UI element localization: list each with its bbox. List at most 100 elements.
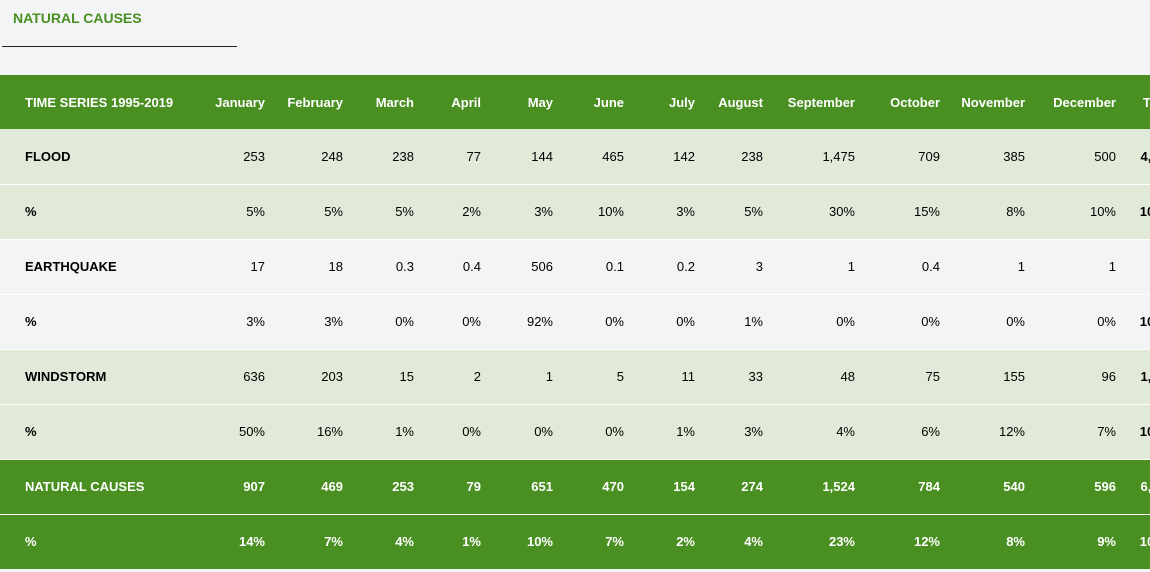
cell-june: 7% [560, 513, 631, 569]
cell-june: 0% [560, 293, 631, 349]
cell-august: 3% [702, 403, 770, 459]
cell-january: 50% [201, 403, 272, 459]
header-december: December [1053, 94, 1116, 110]
header-august: August [718, 94, 763, 110]
row-label: WINDSTORM [0, 348, 201, 404]
cell-march: 253 [350, 458, 421, 514]
cell-march: 1% [350, 403, 421, 459]
table-row: NATURAL CAUSES 907 469 253 79 651 470 154 274 1,5… [0, 458, 1150, 514]
natural-causes-table: TIME SERIES 1995-2019 January February M… [0, 75, 1150, 569]
cell-may: 0% [488, 403, 560, 459]
cell-june: 0% [560, 403, 631, 459]
cell-june: 470 [560, 458, 631, 514]
cell-october: 0% [862, 293, 947, 349]
cell-february: 248 [321, 148, 343, 164]
cell-january: 14% [201, 513, 272, 569]
table-row: %14%7%4%1%10%7%2%4%23%12%8%9%100% [0, 513, 1150, 569]
cell-july: 3% [631, 183, 702, 239]
cell-march: 0% [350, 293, 421, 349]
cell-december: 10% [1032, 183, 1123, 239]
cell-november: 12% [947, 403, 1032, 459]
cell-february: 469 [272, 458, 350, 514]
cell-january: 253 [243, 148, 265, 164]
cell-august: 238 [741, 148, 763, 164]
cell-december: 7% [1032, 403, 1123, 459]
cell-november: 0% [947, 293, 1032, 349]
cell-february: 5% [272, 183, 350, 239]
cell-september: 30% [770, 183, 862, 239]
header-total: Total [1142, 94, 1150, 110]
cell-november: 1 [947, 238, 1032, 294]
cell-total: 100% [1123, 403, 1150, 459]
cell-april: 2 [421, 348, 488, 404]
cell-december: 96 [1032, 348, 1123, 404]
cell-september: 48 [770, 348, 862, 404]
cell-august: 1% [702, 293, 770, 349]
cell-october: 12% [862, 513, 947, 569]
cell-august: 3 [702, 238, 770, 294]
cell-total: 100% [1123, 513, 1150, 569]
cell-january: 3% [201, 293, 272, 349]
cell-april: 77 [466, 148, 481, 164]
cell-july: 11 [631, 348, 702, 404]
cell-august: 5% [702, 183, 770, 239]
cell-total: 6,702 [1123, 458, 1150, 514]
table-row: %5%5%5%2%3%10%3%5%30%15%8%10%100% [0, 183, 1150, 239]
cell-total: 100% [1123, 293, 1150, 349]
cell-september: 0% [770, 293, 862, 349]
cell-june: 0.1 [560, 238, 631, 294]
cell-february: 7% [272, 513, 350, 569]
cell-january: 17 [201, 238, 272, 294]
cell-september: 1,475 [822, 148, 855, 164]
row-label: NATURAL CAUSES [0, 458, 201, 514]
row-label: % [0, 183, 201, 239]
cell-september: 1 [770, 238, 862, 294]
cell-february: 203 [272, 348, 350, 404]
cell-april: 0.4 [421, 238, 488, 294]
row-label: FLOOD [25, 148, 71, 164]
cell-december: 9% [1032, 513, 1123, 569]
cell-october: 709 [918, 148, 940, 164]
cell-december: 0% [1032, 293, 1123, 349]
cell-july: 142 [673, 148, 695, 164]
cell-july: 154 [631, 458, 702, 514]
header-may: May [527, 94, 553, 110]
cell-february: 3% [272, 293, 350, 349]
cell-june: 10% [560, 183, 631, 239]
cell-august: 274 [702, 458, 770, 514]
cell-april: 0% [421, 293, 488, 349]
row-label: % [0, 403, 201, 459]
cell-april: 1% [421, 513, 488, 569]
cell-november: 8% [947, 513, 1032, 569]
cell-december: 596 [1032, 458, 1123, 514]
cell-total: 100% [1123, 183, 1150, 239]
cell-february: 18 [272, 238, 350, 294]
cell-total: 1,279 [1123, 348, 1150, 404]
header-february: February [287, 94, 343, 110]
cell-total: 548 [1123, 238, 1150, 294]
cell-october: 0.4 [862, 238, 947, 294]
cell-june: 5 [560, 348, 631, 404]
header-july: July [668, 94, 695, 110]
cell-november: 8% [947, 183, 1032, 239]
header-september: September [787, 94, 855, 110]
header-april: April [451, 94, 481, 110]
cell-september: 23% [770, 513, 862, 569]
cell-total: 4,875 [1140, 148, 1150, 164]
cell-november: 385 [1003, 148, 1025, 164]
row-label: % [0, 513, 201, 569]
header-june: June [593, 94, 624, 110]
table-row: FLOOD 253 248 238 77 144 465 142 238 1,475 709 385 5… [0, 129, 1150, 184]
header-january: January [215, 94, 265, 110]
cell-january: 907 [201, 458, 272, 514]
header-label: TIME SERIES 1995-2019 [25, 94, 174, 110]
cell-october: 6% [862, 403, 947, 459]
cell-may: 92% [488, 293, 560, 349]
cell-may: 10% [488, 513, 560, 569]
cell-july: 0% [631, 293, 702, 349]
cell-july: 1% [631, 403, 702, 459]
cell-december: 500 [1094, 148, 1116, 164]
cell-october: 784 [862, 458, 947, 514]
cell-october: 75 [862, 348, 947, 404]
cell-march: 0.3 [350, 238, 421, 294]
